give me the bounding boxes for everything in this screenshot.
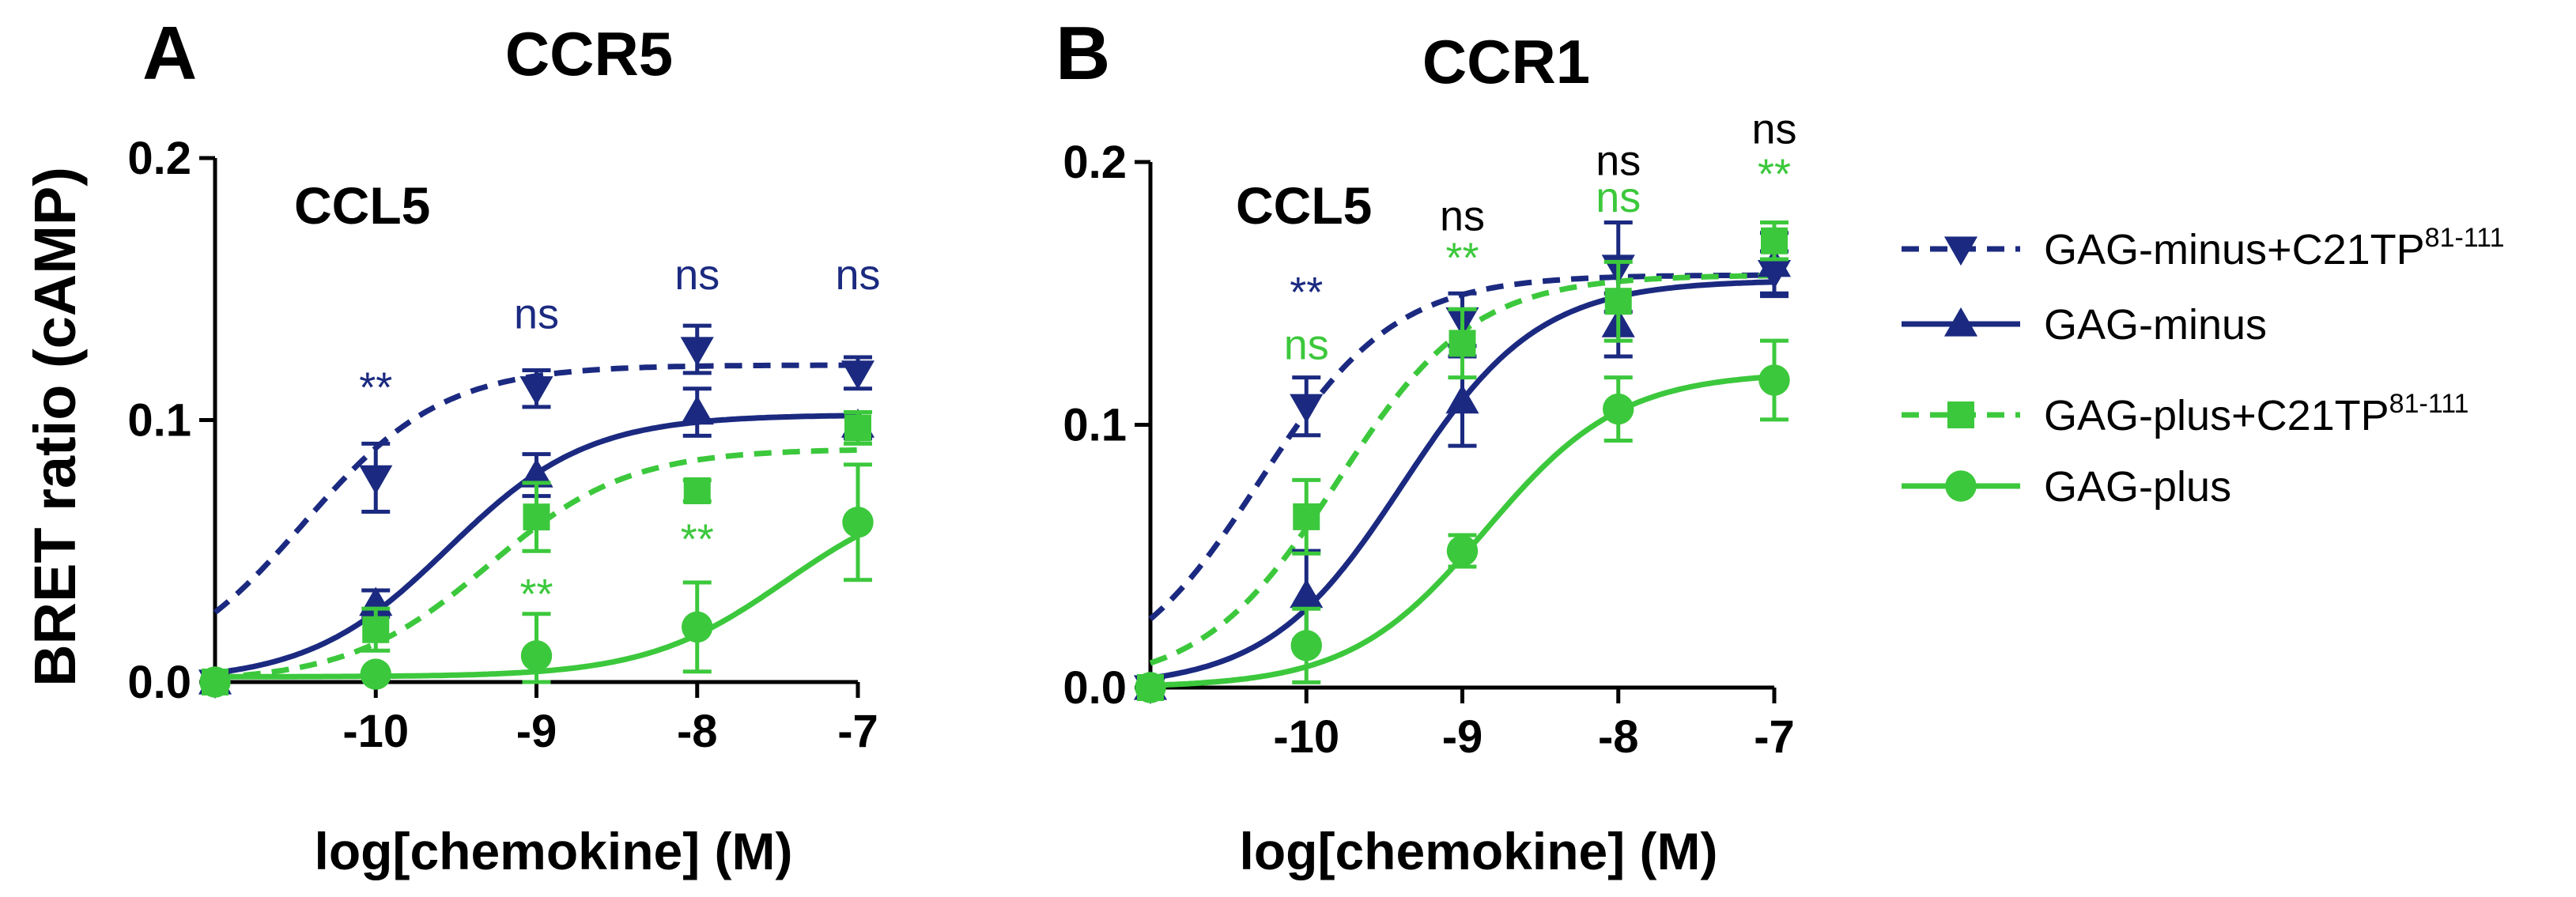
y-tick-label: 0.0 (127, 657, 191, 708)
x-tick-label: -8 (677, 706, 718, 757)
legend-item: GAG-plus (1902, 463, 2231, 511)
data-point (1761, 227, 1788, 254)
x-tick-label: -9 (516, 706, 557, 757)
data-point (362, 616, 390, 643)
legend-superscript: 81-111 (2389, 389, 2469, 419)
data-point (680, 395, 714, 425)
data-point (1757, 247, 1792, 277)
data-point (199, 666, 231, 698)
y-tick-label: 0.1 (1063, 400, 1127, 451)
legend: GAG-minus+C21TP81-111 GAG-minus GAG-plus+C… (1902, 223, 2504, 511)
x-tick-label: -7 (1754, 711, 1795, 763)
data-point (680, 337, 714, 367)
significance-label: ** (681, 516, 714, 563)
data-point (844, 414, 871, 442)
data-point (1135, 672, 1166, 703)
data-point (842, 507, 874, 538)
data-point (523, 503, 550, 531)
significance-label: ** (1758, 150, 1791, 198)
data-point (1293, 503, 1320, 530)
x-tick-label: -9 (1442, 711, 1483, 763)
y-axis-label: BRET ratio (cAMP) (22, 167, 88, 687)
significance-label: ns (1751, 106, 1796, 153)
legend-marker (1947, 401, 1974, 428)
data-point (1603, 393, 1634, 425)
chart-title: CCR5 (505, 19, 673, 89)
significance-label: ** (1290, 269, 1323, 316)
x-tick-label: -7 (837, 706, 878, 757)
significance-label: ns (1284, 321, 1329, 368)
x-tick-label: -8 (1598, 711, 1639, 763)
significance-label: ns (1440, 192, 1485, 239)
data-point (519, 458, 553, 488)
data-point (1290, 394, 1324, 424)
x-tick-label: -10 (1273, 711, 1339, 763)
significance-label: ns (1596, 174, 1641, 221)
legend-marker (1943, 307, 1978, 337)
data-point (682, 611, 713, 643)
panel-letter: A (142, 11, 197, 96)
legend-marker (1945, 470, 1977, 502)
data-point (1604, 288, 1632, 315)
legend-label: GAG-plus (2044, 463, 2231, 511)
x-axis-label: log[chemokine] (M) (315, 822, 793, 880)
significance-label: ns (514, 290, 559, 337)
panel-letter: B (1056, 11, 1110, 96)
data-point (1445, 384, 1479, 414)
significance-label: ns (674, 251, 720, 299)
legend-label: GAG-plus+C21TP81-111 (2044, 389, 2469, 439)
legend-item: GAG-plus+C21TP81-111 (1902, 389, 2469, 439)
legend-item: GAG-minus (1902, 301, 2267, 349)
significance-label: ** (359, 364, 392, 411)
y-tick-label: 0.1 (127, 395, 191, 447)
legend-label: GAG-minus (2044, 301, 2267, 349)
significance-label: ** (1445, 235, 1479, 282)
data-point (520, 640, 553, 672)
panel-b: B CCR1 CCL5 log[chemokine] (M) 0.0 0.1 0.2… (1056, 11, 1797, 880)
legend-label: GAG-minus+C21TP81-111 (2044, 223, 2504, 273)
data-point (1446, 535, 1479, 567)
data-point (683, 477, 711, 505)
data-point (1449, 330, 1476, 357)
data-point (840, 360, 875, 390)
data-point (1290, 579, 1324, 609)
chart-title: CCR1 (1422, 27, 1590, 96)
legend-superscript: 81-111 (2425, 223, 2505, 253)
legend-marker (1943, 236, 1978, 266)
x-axis-label: log[chemokine] (M) (1240, 822, 1718, 880)
y-tick-label: 0.0 (1063, 662, 1127, 714)
x-tick-label: -10 (342, 706, 409, 757)
legend-item: GAG-minus+C21TP81-111 (1902, 223, 2504, 273)
data-point (360, 658, 391, 690)
ligand-label: CCL5 (1236, 176, 1372, 235)
ligand-label: CCL5 (294, 176, 430, 235)
data-point (1758, 364, 1790, 396)
plot-area: 0.0 0.1 0.2 -10 -9 -8 -7 ** ns ns ns ** ** (127, 133, 880, 757)
significance-label: ns (1596, 138, 1641, 185)
significance-label: ns (835, 251, 880, 299)
panel-a: A CCR5 CCL5 log[chemokine] (M) 0.0 0.1 0.2… (127, 11, 880, 880)
y-tick-label: 0.2 (1063, 137, 1127, 188)
data-point (1290, 630, 1322, 661)
significance-label: ** (519, 571, 553, 618)
data-point (519, 376, 553, 405)
y-tick-label: 0.2 (127, 133, 191, 184)
data-point (359, 465, 393, 495)
